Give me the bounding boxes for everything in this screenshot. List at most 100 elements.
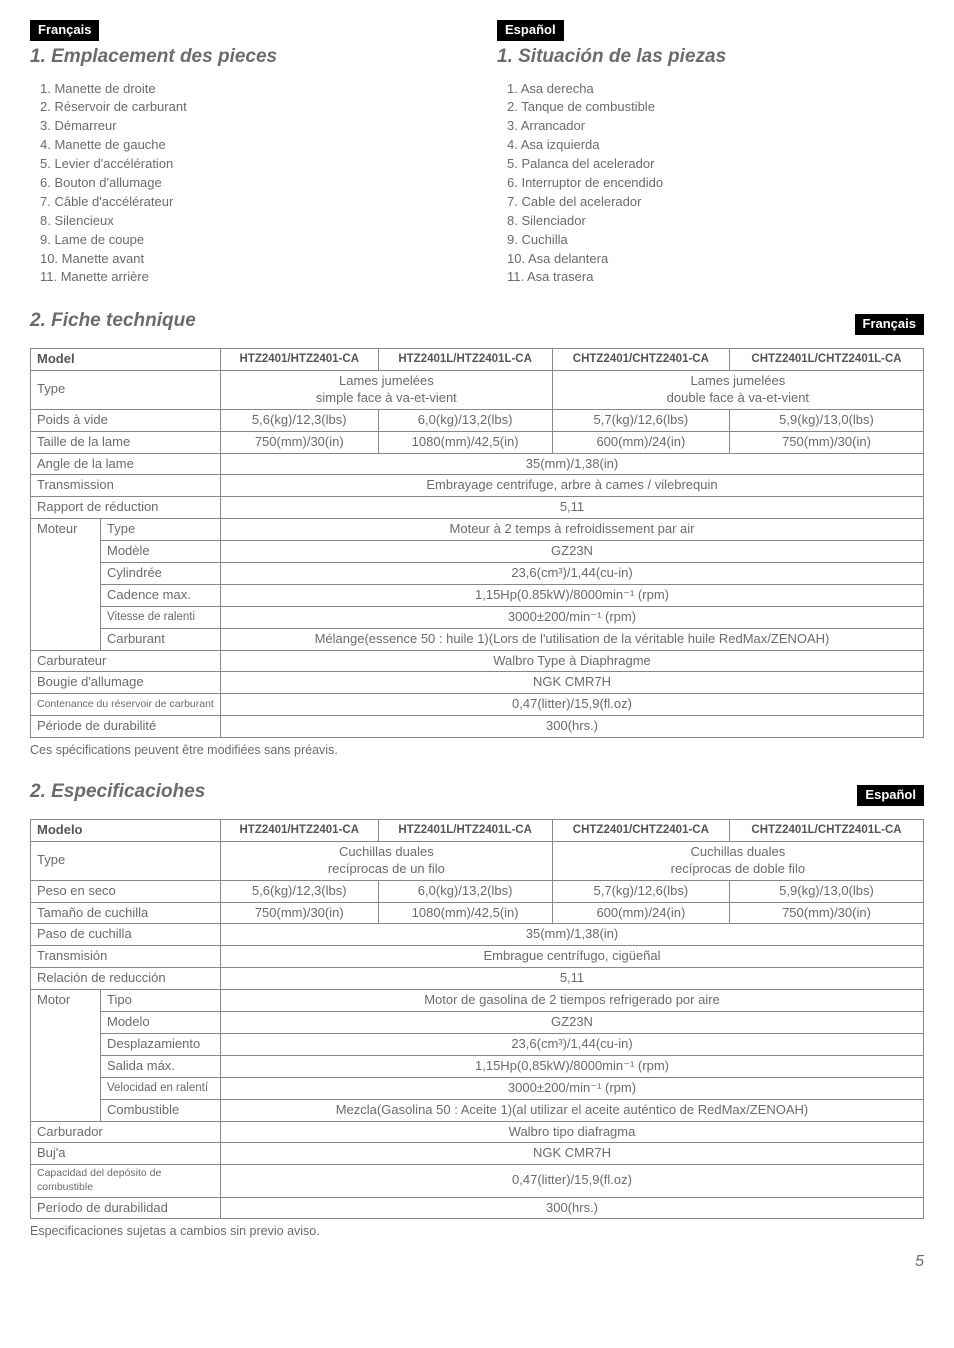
row-spark-v: NGK CMR7H [221,672,924,694]
parts-list-item: 2. Tanque de combustible [507,98,924,117]
parts-list-item: 7. Câble d'accélérateur [40,193,457,212]
row-weight-c1: 5,6(kg)/12,3(lbs) [221,880,379,902]
row-weight-label: Poids à vide [31,409,221,431]
row-blade-c3: 600(mm)/24(in) [552,431,729,453]
row-m-model-v: GZ23N [221,1012,924,1034]
row-type-v12: Lames jumelées simple face à va-et-vient [221,370,553,409]
row-blade-c1: 750(mm)/30(in) [221,431,379,453]
row-weight-c2: 6,0(kg)/13,2(lbs) [378,409,552,431]
parts-list-item: 8. Silenciador [507,212,924,231]
parts-list-item: 4. Manette de gauche [40,136,457,155]
row-tank-label: Capacidad del depósito de combustible [31,1165,221,1197]
parts-list-item: 10. Manette avant [40,250,457,269]
parts-section: Français 1. Emplacement des pieces 1. Ma… [30,20,924,287]
row-angle-label: Paso de cuchilla [31,924,221,946]
row-trans-v: Embrague centrífugo, cigüeñal [221,946,924,968]
parts-list-fr: 1. Manette de droite2. Réservoir de carb… [40,80,457,288]
th-model: Modelo [31,820,221,842]
footnote-es: Especificaciones sujetas a cambios sin p… [30,1223,924,1239]
row-weight-c3: 5,7(kg)/12,6(lbs) [552,409,729,431]
lang-tag-fr: Français [30,20,99,41]
row-m-max-v: 1,15Hp(0.85kW)/8000min⁻¹ (rpm) [221,584,924,606]
row-ratio-label: Relación de reducción [31,968,221,990]
row-m-idle-label: Velocidad en ralentí [101,1077,221,1099]
row-tank-v: 0,47(litter)/15,9(fl.oz) [221,1165,924,1197]
row-blade-c2: 1080(mm)/42,5(in) [378,431,552,453]
th-c4: CHTZ2401L/CHTZ2401L-CA [730,349,924,371]
row-m-fuel-label: Combustible [101,1099,221,1121]
th-c1: HTZ2401/HTZ2401-CA [221,349,379,371]
row-carb-v: Walbro tipo diafragma [221,1121,924,1143]
row-trans-label: Transmission [31,475,221,497]
row-blade-c4: 750(mm)/30(in) [730,902,924,924]
row-dur-label: Período de durabilidad [31,1197,221,1219]
th-c2: HTZ2401L/HTZ2401L-CA [378,349,552,371]
row-m-idle-label: Vitesse de ralenti [101,606,221,628]
parts-list-item: 11. Manette arrière [40,268,457,287]
parts-list-item: 6. Interruptor de encendido [507,174,924,193]
row-m-type-v: Moteur à 2 temps à refroidissement par a… [221,519,924,541]
page-number: 5 [30,1252,924,1273]
row-angle-label: Angle de la lame [31,453,221,475]
parts-list-item: 2. Réservoir de carburant [40,98,457,117]
row-motor-label: Moteur [31,519,101,650]
row-carb-label: Carburateur [31,650,221,672]
row-dur-v: 300(hrs.) [221,716,924,738]
row-ratio-v: 5,11 [221,497,924,519]
parts-list-item: 10. Asa delantera [507,250,924,269]
row-trans-label: Transmisión [31,946,221,968]
parts-list-item: 9. Cuchilla [507,231,924,250]
row-m-disp-v: 23,6(cm³)/1,44(cu-in) [221,562,924,584]
spec-title-row-fr: 2. Fiche technique Français [30,305,924,344]
row-type-v34: Lames jumelées double face à va-et-vient [552,370,923,409]
row-blade-label: Taille de la lame [31,431,221,453]
row-trans-v: Embrayage centrifuge, arbre à cames / vi… [221,475,924,497]
row-m-model-label: Modelo [101,1012,221,1034]
th-c3: CHTZ2401/CHTZ2401-CA [552,349,729,371]
row-type-label: Type [31,841,221,880]
parts-list-es: 1. Asa derecha2. Tanque de combustible3.… [507,80,924,288]
row-m-disp-v: 23,6(cm³)/1,44(cu-in) [221,1033,924,1055]
row-type-label: Type [31,370,221,409]
row-dur-v: 300(hrs.) [221,1197,924,1219]
parts-list-item: 3. Démarreur [40,117,457,136]
row-m-type-v: Motor de gasolina de 2 tiempos refrigera… [221,990,924,1012]
lang-tag-es2: Español [857,785,924,806]
parts-list-item: 5. Levier d'accélération [40,155,457,174]
parts-list-item: 1. Asa derecha [507,80,924,99]
th-model: Model [31,349,221,371]
parts-list-item: 3. Arrancador [507,117,924,136]
section-title-es-parts: 1. Situación de las piezas [497,45,924,70]
row-m-idle-v: 3000±200/min⁻¹ (rpm) [221,1077,924,1099]
parts-list-item: 1. Manette de droite [40,80,457,99]
parts-list-item: 8. Silencieux [40,212,457,231]
row-tank-label: Contenance du réservoir de carburant [31,694,221,716]
row-ratio-v: 5,11 [221,968,924,990]
row-weight-c2: 6,0(kg)/13,2(lbs) [378,880,552,902]
parts-list-item: 7. Cable del acelerador [507,193,924,212]
row-m-max-v: 1,15Hp(0,85kW)/8000min⁻¹ (rpm) [221,1055,924,1077]
row-spark-label: Buj'a [31,1143,221,1165]
spec-table-fr: Model HTZ2401/HTZ2401-CA HTZ2401L/HTZ240… [30,348,924,738]
row-m-fuel-label: Carburant [101,628,221,650]
row-blade-c4: 750(mm)/30(in) [730,431,924,453]
row-m-max-label: Salida máx. [101,1055,221,1077]
spec-table-es: Modelo HTZ2401/HTZ2401-CA HTZ2401L/HTZ24… [30,819,924,1219]
row-blade-c2: 1080(mm)/42,5(in) [378,902,552,924]
row-m-disp-label: Cylindrée [101,562,221,584]
row-m-idle-v: 3000±200/min⁻¹ (rpm) [221,606,924,628]
row-motor-label: Motor [31,990,101,1121]
lang-tag-es: Español [497,20,564,41]
th-c1: HTZ2401/HTZ2401-CA [221,820,379,842]
parts-list-item: 9. Lame de coupe [40,231,457,250]
row-weight-c4: 5,9(kg)/13,0(lbs) [730,409,924,431]
th-c4: CHTZ2401L/CHTZ2401L-CA [730,820,924,842]
row-spark-label: Bougie d'allumage [31,672,221,694]
row-angle-v: 35(mm)/1,38(in) [221,453,924,475]
row-weight-c3: 5,7(kg)/12,6(lbs) [552,880,729,902]
parts-list-item: 6. Bouton d'allumage [40,174,457,193]
parts-spanish: Español 1. Situación de las piezas 1. As… [497,20,924,287]
spec-title-row-es: 2. Especificaciohes Español [30,776,924,815]
row-carb-v: Walbro Type à Diaphragme [221,650,924,672]
section-title-fr-parts: 1. Emplacement des pieces [30,45,457,70]
